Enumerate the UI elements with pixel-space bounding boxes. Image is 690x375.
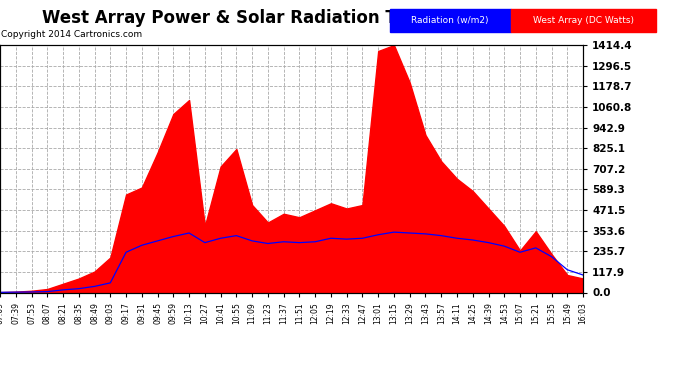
Text: 08:49: 08:49 bbox=[90, 302, 99, 324]
Text: 09:31: 09:31 bbox=[137, 302, 146, 324]
Text: 07:53: 07:53 bbox=[27, 302, 36, 324]
Text: West Array (DC Watts): West Array (DC Watts) bbox=[533, 16, 633, 25]
Text: 11:37: 11:37 bbox=[279, 302, 288, 324]
Text: 09:17: 09:17 bbox=[121, 302, 130, 324]
Text: 07:09: 07:09 bbox=[0, 302, 5, 324]
Text: 11:09: 11:09 bbox=[248, 302, 257, 324]
Text: Copyright 2014 Cartronics.com: Copyright 2014 Cartronics.com bbox=[1, 30, 143, 39]
Text: 08:21: 08:21 bbox=[59, 302, 68, 324]
Text: 15:21: 15:21 bbox=[531, 302, 540, 324]
Text: 13:57: 13:57 bbox=[437, 302, 446, 324]
Text: 15:07: 15:07 bbox=[515, 302, 524, 324]
Text: 13:43: 13:43 bbox=[421, 302, 430, 324]
Text: 08:07: 08:07 bbox=[43, 302, 52, 324]
Text: 12:47: 12:47 bbox=[358, 302, 367, 324]
Text: 10:55: 10:55 bbox=[232, 302, 241, 324]
Text: 14:53: 14:53 bbox=[500, 302, 509, 324]
Text: 09:03: 09:03 bbox=[106, 302, 115, 324]
Text: 14:11: 14:11 bbox=[453, 302, 462, 324]
Text: 10:13: 10:13 bbox=[185, 302, 194, 324]
Text: 07:39: 07:39 bbox=[11, 302, 20, 324]
Text: 10:41: 10:41 bbox=[216, 302, 225, 324]
Text: 09:59: 09:59 bbox=[169, 302, 178, 324]
Text: 11:51: 11:51 bbox=[295, 302, 304, 324]
Text: 13:15: 13:15 bbox=[389, 302, 398, 324]
Text: 16:03: 16:03 bbox=[578, 302, 588, 324]
Text: 14:39: 14:39 bbox=[484, 302, 493, 324]
Text: 08:35: 08:35 bbox=[75, 302, 83, 324]
Text: 13:01: 13:01 bbox=[374, 302, 383, 324]
Text: 12:33: 12:33 bbox=[342, 302, 351, 324]
Text: 13:29: 13:29 bbox=[405, 302, 414, 324]
Text: 11:23: 11:23 bbox=[264, 302, 273, 324]
Text: 15:49: 15:49 bbox=[563, 302, 572, 324]
Text: 09:45: 09:45 bbox=[153, 302, 162, 324]
Text: 12:19: 12:19 bbox=[326, 302, 335, 324]
Text: Radiation (w/m2): Radiation (w/m2) bbox=[411, 16, 489, 25]
Text: 14:25: 14:25 bbox=[469, 302, 477, 324]
Text: 12:05: 12:05 bbox=[310, 302, 319, 324]
Text: 10:27: 10:27 bbox=[200, 302, 209, 324]
Text: 15:35: 15:35 bbox=[547, 302, 556, 324]
Text: West Array Power & Solar Radiation Thu Dec 4 16:16: West Array Power & Solar Radiation Thu D… bbox=[42, 9, 538, 27]
